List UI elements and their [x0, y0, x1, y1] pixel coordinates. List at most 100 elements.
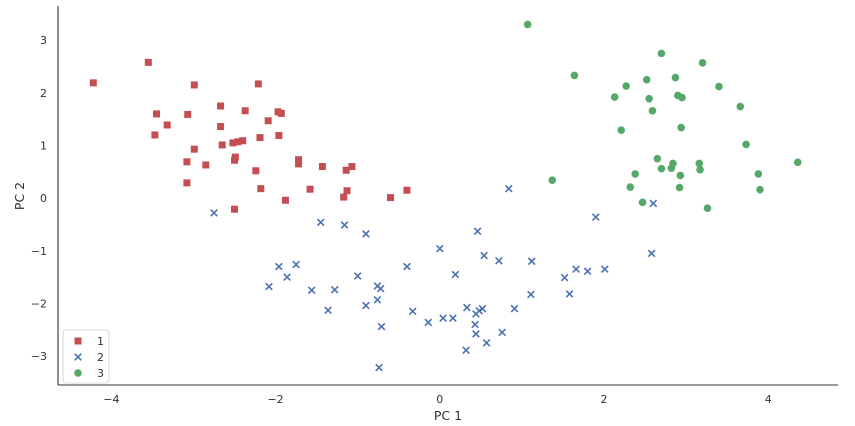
- data-point-series-2: [560, 273, 569, 282]
- data-point-series-2: [265, 282, 273, 291]
- x-tick-label: 4: [765, 393, 772, 406]
- data-point-series-1: [241, 107, 249, 115]
- data-point-series-2: [307, 286, 316, 295]
- data-point-series-3: [617, 126, 626, 135]
- data-point-series-1: [252, 167, 260, 175]
- data-point-series-1: [295, 156, 303, 164]
- data-point-series-3: [715, 82, 723, 91]
- data-point-series-2: [353, 272, 362, 280]
- y-tick-label: 1: [40, 139, 47, 152]
- data-point-series-3: [671, 73, 680, 82]
- data-point-series-1: [295, 160, 303, 168]
- y-axis-label: PC 2: [12, 182, 27, 210]
- data-point-series-3: [657, 164, 666, 173]
- data-point-series-2: [324, 306, 332, 315]
- data-point-series-3: [653, 154, 662, 163]
- data-point-series-3: [742, 140, 750, 149]
- data-point-series-3: [736, 102, 745, 111]
- legend-marker-1: [74, 337, 82, 345]
- data-point-series-3: [548, 176, 557, 185]
- legend-marker-2: [74, 353, 82, 361]
- data-point-series-2: [472, 330, 480, 338]
- x-tick-label: 2: [601, 393, 608, 406]
- data-point-series-3: [696, 165, 704, 174]
- data-point-series-1: [343, 187, 351, 195]
- data-point-series-3: [523, 20, 532, 29]
- data-point-series-1: [183, 158, 191, 166]
- data-points: [89, 20, 802, 372]
- data-point-series-1: [256, 134, 264, 142]
- data-point-series-2: [649, 199, 658, 208]
- data-point-series-1: [184, 110, 192, 118]
- data-point-series-2: [498, 328, 507, 337]
- data-point-series-2: [565, 290, 574, 298]
- data-point-series-1: [89, 79, 97, 87]
- data-point-series-2: [471, 320, 479, 329]
- data-point-series-3: [669, 159, 677, 168]
- data-point-series-1: [217, 102, 225, 110]
- data-point-series-3: [645, 94, 653, 103]
- data-point-series-3: [622, 82, 630, 90]
- data-point-series-2: [482, 339, 491, 347]
- data-point-series-2: [376, 284, 385, 293]
- data-point-series-1: [231, 205, 239, 213]
- data-point-series-3: [754, 170, 763, 178]
- data-point-series-2: [274, 262, 283, 271]
- y-tick-label: 2: [40, 87, 47, 100]
- data-point-series-1: [151, 131, 159, 139]
- data-point-series-2: [362, 301, 370, 310]
- data-point-series-1: [387, 194, 395, 202]
- data-point-series-3: [695, 159, 704, 168]
- legend-label-2: 2: [97, 351, 104, 364]
- data-point-series-2: [647, 249, 656, 258]
- data-point-series-1: [275, 131, 283, 139]
- data-point-series-1: [340, 193, 348, 201]
- data-point-series-3: [698, 59, 707, 67]
- data-point-series-2: [451, 270, 460, 279]
- y-tick-label: −3: [31, 350, 47, 363]
- data-point-series-2: [462, 346, 470, 355]
- data-point-series-2: [330, 285, 339, 294]
- legend-label-3: 3: [97, 367, 104, 380]
- x-tick-label: −4: [103, 393, 119, 406]
- data-point-series-3: [631, 170, 639, 178]
- data-point-series-2: [435, 244, 444, 253]
- x-tick-label: −2: [267, 393, 283, 406]
- y-tick-label: −1: [31, 245, 47, 258]
- data-point-series-2: [504, 184, 513, 193]
- series-3: [523, 20, 802, 212]
- data-point-series-2: [463, 303, 471, 312]
- axis-ticks: −4 −2 0 2 4 −3 −2 −1 0 1 2 3: [31, 34, 772, 406]
- data-point-series-1: [217, 123, 225, 131]
- data-point-series-1: [254, 80, 262, 88]
- data-point-series-3: [678, 93, 686, 102]
- y-tick-label: 3: [40, 34, 47, 47]
- data-point-series-1: [183, 179, 191, 187]
- data-point-series-3: [648, 106, 657, 115]
- x-axis-label: PC 1: [434, 408, 462, 423]
- data-point-series-2: [439, 314, 447, 323]
- data-point-series-2: [292, 260, 300, 269]
- data-point-series-1: [342, 166, 350, 174]
- y-tick-label: 0: [40, 192, 47, 205]
- y-tick-label: −2: [31, 297, 47, 310]
- data-point-series-2: [473, 227, 482, 236]
- data-point-series-3: [675, 183, 684, 192]
- data-point-series-1: [190, 145, 198, 153]
- data-point-series-2: [480, 251, 488, 260]
- data-point-series-2: [316, 218, 325, 227]
- data-point-series-2: [527, 257, 536, 266]
- data-point-series-2: [527, 290, 535, 299]
- data-point-series-1: [218, 141, 226, 149]
- data-point-series-1: [144, 58, 152, 66]
- data-point-series-1: [318, 163, 326, 171]
- legend: 1 2 3: [62, 329, 110, 384]
- data-point-series-1: [257, 185, 265, 193]
- legend-label-1: 1: [97, 335, 104, 348]
- data-point-series-2: [478, 304, 487, 313]
- data-point-series-2: [377, 322, 386, 331]
- data-point-series-3: [756, 185, 764, 194]
- data-point-series-3: [677, 123, 685, 132]
- data-point-series-3: [657, 49, 666, 58]
